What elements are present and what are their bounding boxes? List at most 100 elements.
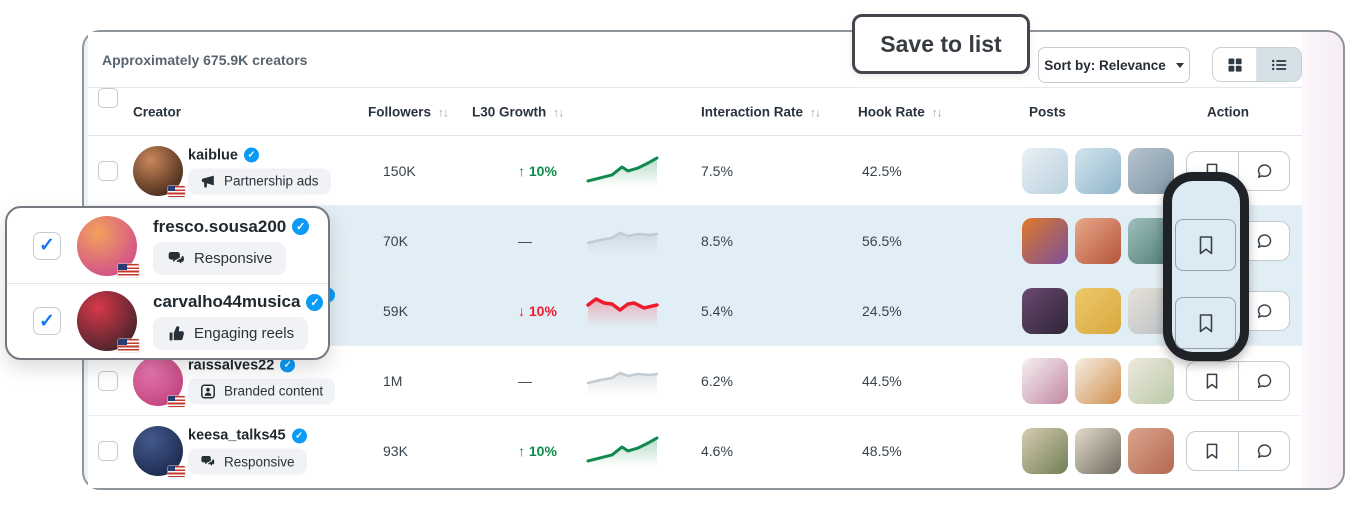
column-action: Action [1207,104,1249,119]
megaphone-icon [201,175,214,188]
post-thumbnail[interactable] [1128,428,1174,474]
bookmark-icon [1206,373,1218,389]
creator-username[interactable]: kaiblue [188,147,238,163]
post-thumbnails [1022,147,1174,194]
bookmark-button[interactable] [1175,297,1236,349]
post-thumbnail[interactable] [1022,357,1068,404]
column-creator: Creator [133,104,182,119]
creator-username[interactable]: carvalho44musica [153,292,301,311]
table-row: keesa_talks45 ✓ Responsive 93K ↑ 10% 4.6%… [88,416,1302,486]
creator-cell: fresco.sousa200 ✓ Responsive [153,216,310,275]
comment-button[interactable] [1237,152,1290,190]
bookmark-icon [1199,314,1212,333]
comment-button[interactable] [1237,432,1290,470]
growth-sparkline [586,436,659,467]
bookmark-button[interactable] [1175,219,1236,271]
popup-row: carvalho44musica ✓ Engaging reels [7,283,328,358]
growth-value: ↓ 10% [518,302,557,319]
creator-tag-badge: Partnership ads [188,168,331,194]
bookmark-button[interactable] [1187,432,1238,470]
list-view-button[interactable] [1257,48,1301,81]
followers-value: 59K [383,302,408,319]
creator-cell: carvalho44musica ✓ Engaging reels [153,292,324,350]
interaction-rate-value: 7.5% [701,162,733,179]
grid-view-icon [1228,58,1242,72]
grid-view-button[interactable] [1213,48,1258,81]
verified-icon: ✓ [291,428,307,443]
row-checkbox[interactable] [98,441,118,461]
sort-arrows-icon[interactable]: ↑↓ [438,105,449,119]
followers-value: 150K [383,162,416,179]
post-thumbnail[interactable] [1022,217,1068,264]
sort-arrows-icon[interactable]: ↑↓ [810,105,821,119]
creator-username[interactable]: fresco.sousa200 [153,216,287,236]
creator-tag-badge: Branded content [188,378,336,404]
growth-sparkline [586,231,659,257]
growth-sparkline [586,296,659,327]
view-toggle [1212,47,1302,82]
row-checkbox[interactable] [33,231,61,260]
creator-tag-badge: Engaging reels [153,317,309,350]
post-thumbnails [1022,287,1174,334]
post-thumbnail[interactable] [1022,428,1068,474]
verified-icon: ✓ [280,357,296,373]
bookmark-button[interactable] [1187,362,1238,400]
chat-bubbles-icon [201,456,215,468]
column-followers[interactable]: Followers ↑↓ [368,104,449,119]
growth-sparkline [586,371,659,397]
post-thumbnail[interactable] [1075,147,1121,194]
table-row: raissalves22 ✓ Branded content 1M — 6.2% … [88,346,1302,416]
post-thumbnail[interactable] [1075,357,1121,404]
verified-icon: ✓ [306,293,324,311]
us-flag-icon [168,186,185,197]
row-checkbox[interactable] [98,161,118,181]
column-l30-growth[interactable]: L30 Growth ↑↓ [472,104,564,119]
row-checkbox[interactable] [33,307,61,335]
verified-icon: ✓ [243,147,259,163]
post-thumbnail[interactable] [1075,428,1121,474]
interaction-rate-value: 8.5% [701,232,733,249]
post-thumbnail[interactable] [1128,357,1174,404]
column-hook-rate[interactable]: Hook Rate ↑↓ [858,104,943,119]
post-thumbnail[interactable] [1022,147,1068,194]
us-flag-icon [118,339,139,352]
sort-arrows-icon[interactable]: ↑↓ [931,105,943,119]
post-thumbnail[interactable] [1022,287,1068,334]
bookmark-icon [1199,236,1212,255]
post-thumbnails [1022,428,1174,474]
us-flag-icon [118,263,139,277]
avatar [133,426,185,477]
avatar [133,146,185,197]
chat-bubbles-icon [168,251,185,266]
table-header-band: Approximately 675.9K creators [88,32,1302,88]
row-checkbox[interactable] [98,371,118,391]
creator-username[interactable]: raissalves22 [188,357,275,373]
post-thumbnail[interactable] [1075,217,1121,264]
interaction-rate-value: 5.4% [701,302,733,319]
sort-arrows-icon[interactable]: ↑↓ [553,105,564,119]
us-flag-icon [168,466,185,477]
comment-button[interactable] [1237,362,1290,400]
hook-rate-value: 42.5% [862,162,902,179]
column-posts: Posts [1029,104,1066,119]
avatar [77,291,139,352]
select-all-checkbox[interactable] [98,88,118,108]
comment-icon [1257,164,1272,178]
hook-rate-value: 56.5% [862,232,902,249]
avatar [133,356,185,407]
post-thumbnail[interactable] [1075,287,1121,334]
creator-username[interactable]: keesa_talks45 [188,427,286,444]
save-to-list-tooltip: Save to list [852,14,1030,74]
column-interaction-rate[interactable]: Interaction Rate ↑↓ [701,104,821,119]
table-row: kaiblue ✓ Partnership ads 150K ↑ 10% 7.5%… [88,136,1302,206]
sort-by-button[interactable]: Sort by: Relevance [1038,47,1190,83]
growth-sparkline [586,155,659,187]
results-count: Approximately 675.9K creators [102,51,308,68]
creator-cell: keesa_talks45 ✓ Responsive [188,428,307,475]
hook-rate-value: 44.5% [862,372,902,389]
column-header-row: Creator Followers ↑↓ L30 Growth ↑↓ Interac… [88,88,1302,136]
followers-value: 1M [383,372,403,389]
selected-creators-popup: fresco.sousa200 ✓ Responsive carvalho44mu… [5,206,330,360]
thumbs-up-icon [169,326,184,341]
hook-rate-value: 24.5% [862,302,902,319]
